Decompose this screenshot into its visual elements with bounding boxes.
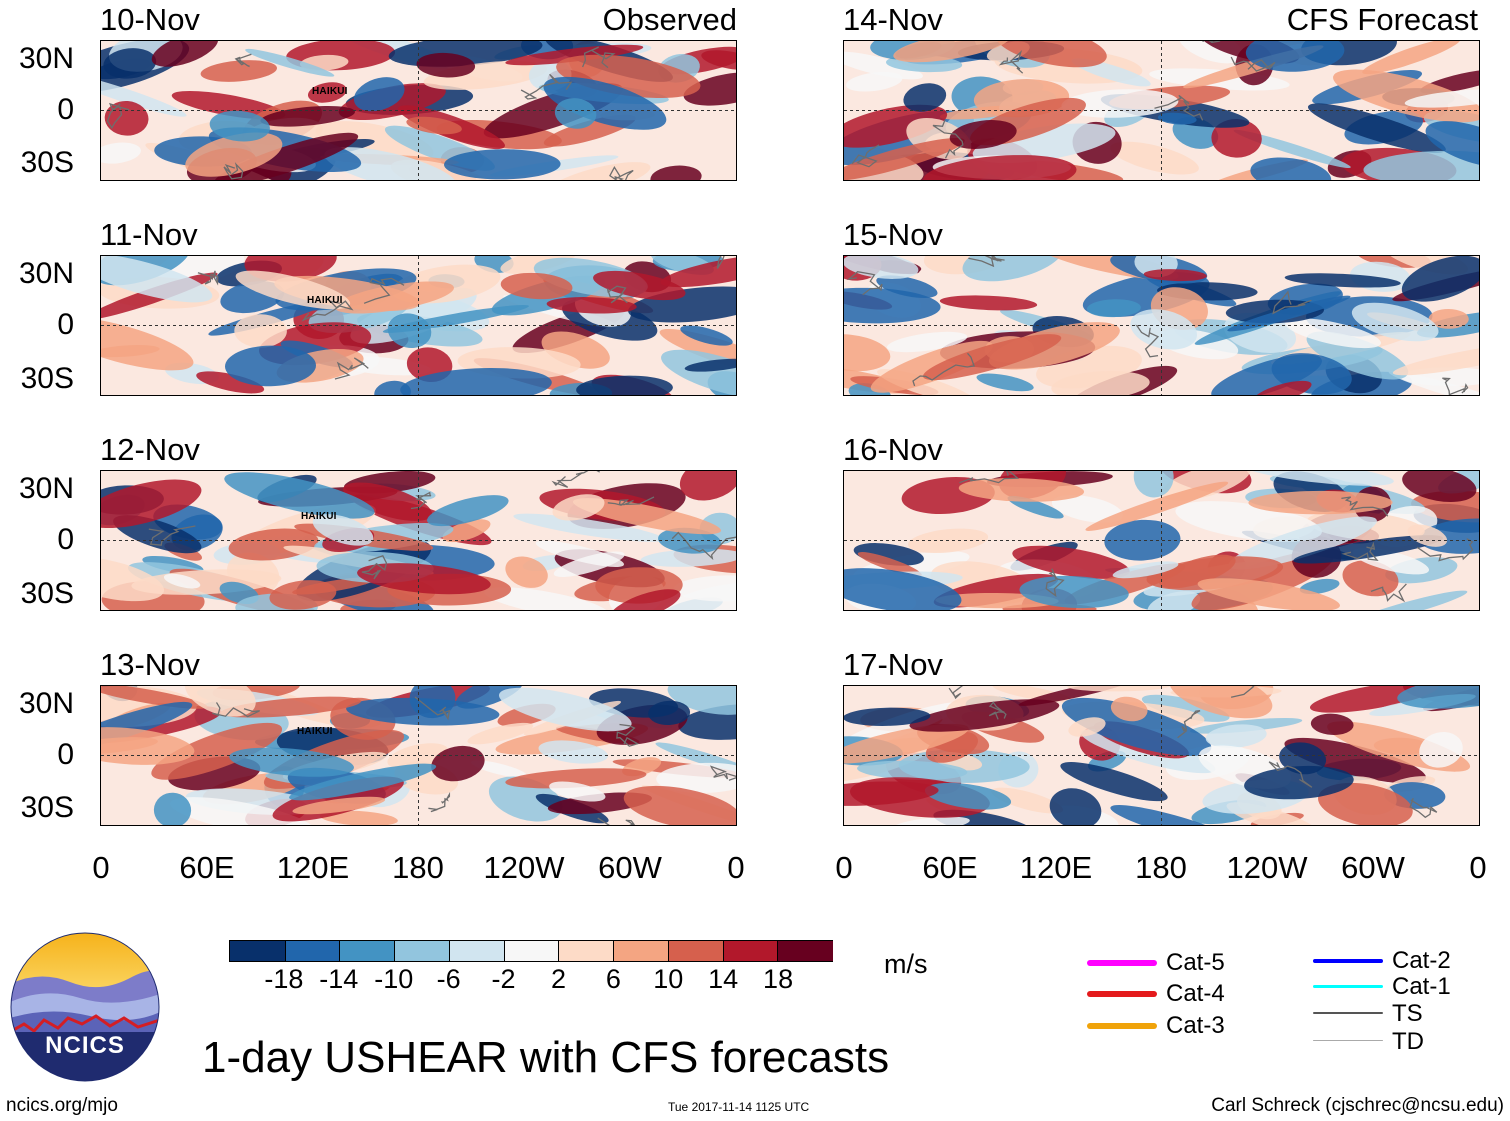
lon-label: 60W (598, 850, 662, 885)
colorbar-cell (339, 941, 396, 961)
colorbar-tick-label: -18 (264, 964, 304, 994)
lon-label: 60E (179, 850, 235, 885)
logo-text: NCICS (45, 1032, 125, 1059)
storm-label: HAIKUI (297, 726, 333, 737)
lon-label: 120W (1226, 850, 1308, 885)
lat-label-eq: 0 (57, 93, 74, 126)
lat-label-30s: 30S (20, 362, 74, 395)
lat-label-30n: 30N (18, 257, 74, 290)
legend-label: Cat-2 (1392, 947, 1451, 974)
lon-label: 60W (1341, 850, 1405, 885)
lat-label-30n: 30N (18, 42, 74, 75)
legend-swatch (1313, 1012, 1383, 1014)
panel-date-label: 16-Nov (843, 432, 943, 467)
colorbar (229, 940, 834, 962)
legend-label: Cat-5 (1166, 949, 1225, 976)
logo-emblem-icon (10, 932, 160, 1082)
panel-date-label: 14-Nov (843, 2, 943, 37)
legend-swatch (1313, 985, 1383, 988)
figure-title: 1-day USHEAR with CFS forecasts (202, 1033, 890, 1082)
lat-label-30s: 30S (20, 791, 74, 824)
panel-date-label: 10-Nov (100, 2, 200, 37)
panel-date-label: 13-Nov (100, 647, 200, 682)
lat-label-30n: 30N (18, 687, 74, 720)
colorbar-cell (448, 941, 506, 961)
lon-label: 60E (922, 850, 978, 885)
map-panel (843, 255, 1480, 396)
legend-label: Cat-4 (1166, 980, 1225, 1007)
lon-label: 120W (483, 850, 565, 885)
colorbar-tick-label: 14 (708, 964, 739, 994)
observed-header: Observed (602, 2, 737, 37)
lon-label: 0 (92, 850, 110, 885)
colorbar-tick-label: -14 (319, 964, 359, 994)
map-panel (843, 685, 1480, 826)
colorbar-tick-label: 6 (605, 964, 621, 994)
lat-label-eq: 0 (57, 308, 74, 341)
storm-label: HAIKUI (312, 86, 348, 97)
colorbar-tick-label: 2 (550, 964, 566, 994)
timestamp: Tue 2017-11-14 1125 UTC (668, 1100, 810, 1114)
legend-label: TS (1392, 1000, 1423, 1027)
colorbar-cell (230, 941, 286, 961)
legend-swatch (1087, 960, 1157, 966)
legend-label: Cat-1 (1392, 973, 1451, 1000)
legend-swatch (1313, 1040, 1383, 1041)
colorbar-tick-label: -2 (491, 964, 516, 994)
map-panel: HAIKUI (100, 685, 737, 826)
colorbar-tick-label: -10 (374, 964, 414, 994)
legend-label: TD (1392, 1028, 1424, 1055)
storm-label: HAIKUI (307, 295, 343, 306)
author-credit: Carl Schreck (cjschrec@ncsu.edu) (1211, 1095, 1504, 1116)
lat-label-30s: 30S (20, 577, 74, 610)
map-panel (843, 470, 1480, 611)
map-panel (843, 40, 1480, 181)
legend-swatch (1087, 1023, 1157, 1029)
lon-label: 120E (276, 850, 350, 885)
lon-label: 180 (1135, 850, 1187, 885)
lon-label: 0 (1469, 850, 1487, 885)
lon-label: 120E (1019, 850, 1093, 885)
panel-date-label: 12-Nov (100, 432, 200, 467)
colorbar-cell (722, 941, 779, 961)
ncics-logo: NCICS (10, 932, 160, 1082)
lon-label: 0 (835, 850, 853, 885)
colorbar-tick-label: 10 (653, 964, 684, 994)
lat-label-30s: 30S (20, 146, 74, 179)
map-panel: HAIKUI (100, 40, 737, 181)
colorbar-cell (394, 941, 451, 961)
lat-label-eq: 0 (57, 523, 74, 556)
panel-date-label: 11-Nov (100, 217, 198, 252)
colorbar-tick-label: 18 (763, 964, 794, 994)
panel-date-label: 17-Nov (843, 647, 943, 682)
lon-label: 180 (392, 850, 444, 885)
colorbar-cell (558, 941, 615, 961)
lat-label-30n: 30N (18, 472, 74, 505)
map-panel: HAIKUI (100, 470, 737, 611)
lon-label: 0 (727, 850, 745, 885)
colorbar-tick-label: -6 (436, 964, 461, 994)
footer-left-link[interactable]: ncics.org/mjo (6, 1095, 118, 1116)
colorbar-cell (284, 941, 341, 961)
colorbar-unit: m/s (884, 949, 928, 979)
colorbar-cell (777, 941, 834, 961)
lat-label-eq: 0 (57, 738, 74, 771)
cfs-forecast-header: CFS Forecast (1286, 2, 1478, 37)
panel-date-label: 15-Nov (843, 217, 943, 252)
legend-label: Cat-3 (1166, 1012, 1225, 1039)
storm-label: HAIKUI (301, 511, 337, 522)
map-panel: HAIKUI (100, 255, 737, 396)
legend-swatch (1313, 959, 1383, 963)
colorbar-cell (667, 941, 725, 961)
legend-swatch (1087, 991, 1157, 997)
colorbar-cell (503, 941, 560, 961)
colorbar-cell (613, 941, 670, 961)
